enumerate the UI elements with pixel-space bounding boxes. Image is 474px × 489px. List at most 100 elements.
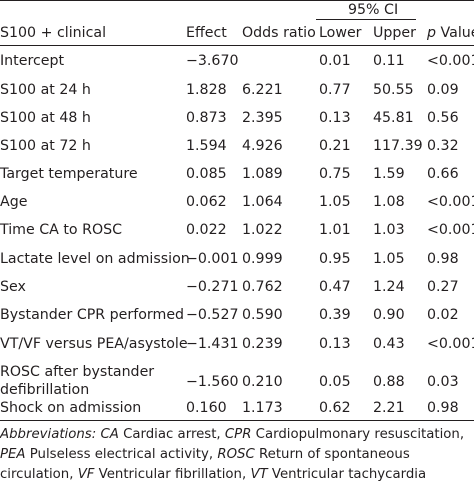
table-cell-effect: −0.001 bbox=[186, 251, 239, 267]
table-cell-effect: 0.873 bbox=[186, 110, 227, 126]
header-rule bbox=[0, 45, 474, 46]
table-cell-upper: 50.55 bbox=[373, 82, 414, 98]
table-cell-p: 0.66 bbox=[427, 166, 459, 182]
table-cell-lower: 0.13 bbox=[319, 336, 351, 352]
header-effect: Effect bbox=[186, 25, 227, 41]
table-cell-odds: 1.064 bbox=[242, 194, 283, 210]
table-cell-lower: 0.77 bbox=[319, 82, 351, 98]
ci-header: 95% CI bbox=[348, 2, 399, 18]
table-cell-lower: 0.62 bbox=[319, 400, 351, 416]
table-cell-lower: 0.95 bbox=[319, 251, 351, 267]
table-cell-upper: 1.08 bbox=[373, 194, 405, 210]
table-cell-effect: −0.271 bbox=[186, 279, 239, 295]
footnote-definition: Cardiopulmonary resuscitation, bbox=[251, 427, 465, 442]
table-cell-upper: 1.03 bbox=[373, 222, 405, 238]
footnote-abbr: PEA bbox=[0, 447, 26, 462]
table-cell-effect: 0.062 bbox=[186, 194, 227, 210]
table-cell-p: 0.03 bbox=[427, 374, 459, 390]
ci-rule bbox=[316, 19, 416, 20]
table-cell-upper: 0.11 bbox=[373, 53, 405, 69]
table-cell-odds: 4.926 bbox=[242, 138, 283, 154]
table-cell-label: S100 at 24 h bbox=[0, 82, 91, 98]
table-cell-odds: 0.999 bbox=[242, 251, 283, 267]
table-cell-label: Lactate level on admission bbox=[0, 251, 190, 267]
table-cell-odds: 2.395 bbox=[242, 110, 283, 126]
header-p-value: p Value bbox=[427, 25, 474, 42]
table-cell-odds: 0.762 bbox=[242, 279, 283, 295]
header-odds-ratio: Odds ratio bbox=[242, 25, 316, 41]
table-cell-label: Target temperature bbox=[0, 166, 138, 182]
table-cell-p: 0.27 bbox=[427, 279, 459, 295]
table-cell-lower: 0.47 bbox=[319, 279, 351, 295]
table-cell-p: 0.32 bbox=[427, 138, 459, 154]
table-cell-p: <0.001 bbox=[427, 53, 474, 69]
footnote-abbr: VT bbox=[250, 467, 268, 482]
table-cell-upper: 1.05 bbox=[373, 251, 405, 267]
table-cell-label: Age bbox=[0, 194, 28, 210]
table-cell-p: <0.001 bbox=[427, 194, 474, 210]
footnote-abbr: VF bbox=[77, 467, 95, 482]
table-cell-effect: −0.527 bbox=[186, 307, 239, 323]
table-cell-effect: −1.560 bbox=[186, 374, 239, 390]
table-cell-lower: 0.75 bbox=[319, 166, 351, 182]
table-cell-odds: 0.590 bbox=[242, 307, 283, 323]
table-cell-upper: 1.59 bbox=[373, 166, 405, 182]
table-cell-lower: 0.21 bbox=[319, 138, 351, 154]
table-cell-label: ROSC after bystander defibrillation bbox=[0, 364, 155, 398]
table-cell-upper: 117.39 bbox=[373, 138, 423, 154]
footnote-definition: Ventricular tachycardia bbox=[267, 467, 427, 482]
table-cell-lower: 1.01 bbox=[319, 222, 351, 238]
footnote-items: CA Cardiac arrest, CPR Cardiopulmonary r… bbox=[0, 427, 464, 482]
table-cell-label: VT/VF versus PEA/asystole bbox=[0, 336, 188, 352]
table-cell-odds: 0.239 bbox=[242, 336, 283, 352]
table-cell-upper: 45.81 bbox=[373, 110, 414, 126]
table-cell-p: 0.98 bbox=[427, 400, 459, 416]
footnote-lead: Abbreviations: bbox=[0, 427, 97, 442]
table-cell-p: 0.02 bbox=[427, 307, 459, 323]
header-upper: Upper bbox=[373, 25, 416, 41]
header-lower: Lower bbox=[319, 25, 362, 41]
table-cell-label: Intercept bbox=[0, 53, 65, 69]
table-cell-label: S100 at 72 h bbox=[0, 138, 91, 154]
footnote-abbr: CA bbox=[100, 427, 119, 442]
table-cell-p: 0.09 bbox=[427, 82, 459, 98]
table-cell-lower: 1.05 bbox=[319, 194, 351, 210]
footnote-definition: Cardiac arrest, bbox=[118, 427, 225, 442]
table-cell-upper: 0.90 bbox=[373, 307, 405, 323]
table-cell-effect: −3.670 bbox=[186, 53, 239, 69]
table-cell-odds: 1.022 bbox=[242, 222, 283, 238]
table-cell-odds: 6.221 bbox=[242, 82, 283, 98]
header-p-rest: Value bbox=[440, 25, 474, 41]
footnote-definition: Ventricular fibrillation, bbox=[94, 467, 251, 482]
table-cell-odds: 1.173 bbox=[242, 400, 283, 416]
header-label: S100 + clinical bbox=[0, 25, 107, 41]
table-cell-label: S100 at 48 h bbox=[0, 110, 91, 126]
table-cell-odds: 0.210 bbox=[242, 374, 283, 390]
table-cell-lower: 0.13 bbox=[319, 110, 351, 126]
top-rule bbox=[0, 0, 474, 1]
table-cell-label: Bystander CPR performed bbox=[0, 307, 185, 323]
footnote-definition: Pulseless electrical activity, bbox=[25, 447, 218, 462]
table-cell-p: 0.98 bbox=[427, 251, 459, 267]
table-cell-effect: 1.828 bbox=[186, 82, 227, 98]
table-cell-effect: 1.594 bbox=[186, 138, 227, 154]
header-p-italic: p bbox=[427, 25, 437, 41]
table-cell-upper: 0.43 bbox=[373, 336, 405, 352]
table-cell-p: 0.56 bbox=[427, 110, 459, 126]
table-cell-lower: 0.39 bbox=[319, 307, 351, 323]
table-cell-effect: −1.431 bbox=[186, 336, 239, 352]
table-cell-p: <0.001 bbox=[427, 222, 474, 238]
footnote-abbr: CPR bbox=[224, 427, 252, 442]
table-cell-odds: 1.089 bbox=[242, 166, 283, 182]
table-cell-effect: 0.160 bbox=[186, 400, 227, 416]
footnote-abbr: ROSC bbox=[217, 447, 255, 462]
table-cell-p: <0.001 bbox=[427, 336, 474, 352]
table-cell-upper: 1.24 bbox=[373, 279, 405, 295]
table-cell-label: Sex bbox=[0, 279, 26, 295]
table-cell-lower: 0.05 bbox=[319, 374, 351, 390]
table-cell-label: Shock on admission bbox=[0, 400, 142, 416]
table-cell-upper: 2.21 bbox=[373, 400, 405, 416]
footnote-definition: Return of spontaneous circulation, bbox=[0, 447, 410, 482]
footnote: Abbreviations: CA Cardiac arrest, CPR Ca… bbox=[0, 425, 474, 485]
bottom-rule bbox=[0, 420, 474, 421]
